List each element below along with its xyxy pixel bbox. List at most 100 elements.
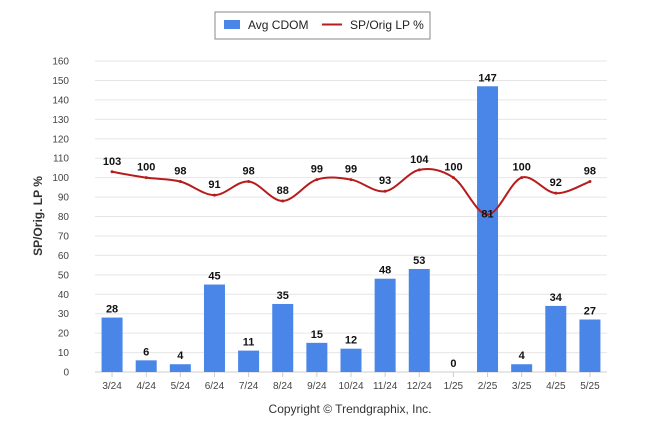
bar [579, 319, 601, 372]
bar-value-label: 147 [478, 72, 496, 84]
line-value-label: 91 [208, 179, 220, 191]
bar [238, 350, 260, 372]
y-tick-label: 30 [58, 309, 70, 320]
x-tick-label: 6/24 [205, 381, 225, 392]
line-value-label: 92 [550, 177, 562, 189]
bar-value-label: 12 [345, 335, 357, 347]
bar-value-label: 15 [311, 329, 323, 341]
line-value-label: 98 [174, 166, 186, 178]
x-tick-label: 1/25 [444, 381, 464, 392]
line-point [178, 180, 182, 184]
bar [203, 284, 225, 372]
line-value-label: 98 [242, 166, 254, 178]
line-point [588, 180, 592, 184]
line-point [451, 176, 455, 180]
bar-value-label: 48 [379, 265, 391, 277]
y-tick-label: 0 [63, 368, 69, 379]
bar [408, 268, 430, 372]
legend-bar-label: Avg CDOM [248, 18, 308, 32]
y-tick-label: 130 [52, 115, 69, 126]
line-point [417, 168, 421, 172]
line-point [281, 199, 285, 203]
bar [477, 86, 499, 373]
line-point [247, 180, 251, 184]
line-value-label: 100 [137, 162, 155, 174]
line-layer [110, 168, 592, 217]
line-point [212, 193, 216, 197]
line-value-label: 103 [103, 156, 121, 168]
bar-value-label: 0 [450, 358, 456, 370]
y-axis-label: SP/Orig. LP % [31, 176, 45, 256]
x-tick-label: 4/25 [546, 381, 566, 392]
bar-value-label: 28 [106, 304, 118, 316]
copyright: Copyright © Trendgraphix, Inc. [269, 402, 432, 416]
tick-layer: 0102030405060708090100110120130140150160… [52, 57, 600, 393]
bar [169, 364, 191, 372]
bar-layer [101, 86, 601, 373]
line-value-label: 99 [311, 164, 323, 176]
y-tick-label: 150 [52, 76, 69, 87]
line-value-label: 100 [444, 162, 462, 174]
x-tick-label: 4/24 [136, 381, 156, 392]
line-value-label: 98 [584, 166, 596, 178]
x-tick-label: 11/24 [373, 381, 398, 392]
x-tick-label: 5/24 [171, 381, 191, 392]
bar [135, 360, 157, 372]
line-value-label: 99 [345, 164, 357, 176]
bar [511, 364, 533, 372]
bar [545, 305, 567, 372]
bar-value-label: 45 [208, 271, 220, 283]
bar-value-label: 35 [277, 290, 289, 302]
label-layer: 28 6 4 45 11 35 15 12 48 53 0 147 4 34 27 103 100 98 91 98 8… [103, 72, 596, 370]
bar [306, 342, 328, 372]
line-value-label: 81 [481, 209, 493, 221]
x-tick-label: 8/24 [273, 381, 293, 392]
x-tick-label: 9/24 [307, 381, 327, 392]
y-tick-label: 120 [52, 134, 69, 145]
line-point [383, 189, 387, 193]
bar [272, 303, 294, 372]
y-tick-label: 90 [58, 193, 70, 204]
bar [374, 278, 396, 372]
line-point [349, 178, 353, 182]
y-tick-label: 50 [58, 270, 70, 281]
y-tick-label: 60 [58, 251, 70, 262]
line-point [486, 213, 490, 217]
bar [101, 317, 123, 372]
bar-value-label: 4 [177, 350, 184, 362]
bar-value-label: 4 [519, 350, 526, 362]
line-point [315, 178, 319, 182]
y-tick-label: 10 [58, 348, 70, 359]
x-tick-label: 12/24 [407, 381, 432, 392]
x-tick-label: 5/25 [580, 381, 600, 392]
y-tick-label: 160 [52, 57, 69, 68]
bar [340, 348, 362, 372]
legend-bar-swatch [224, 20, 240, 29]
x-tick-label: 7/24 [239, 381, 259, 392]
x-tick-label: 3/24 [102, 381, 122, 392]
line-value-label: 93 [379, 175, 391, 187]
y-tick-label: 80 [58, 212, 70, 223]
line-point [520, 176, 524, 180]
y-tick-label: 100 [52, 173, 69, 184]
bar-value-label: 11 [243, 337, 255, 349]
bar-value-label: 53 [413, 255, 425, 267]
y-tick-label: 140 [52, 95, 69, 106]
x-tick-label: 3/25 [512, 381, 532, 392]
line-value-label: 88 [277, 185, 289, 197]
grid-layer [95, 60, 607, 373]
line-value-label: 100 [512, 162, 530, 174]
y-tick-label: 110 [53, 154, 69, 165]
line-point [144, 176, 148, 180]
line-point [110, 170, 114, 174]
x-tick-label: 2/25 [478, 381, 498, 392]
bar-value-label: 6 [143, 346, 149, 358]
bar-value-label: 34 [550, 292, 563, 304]
x-tick-label: 10/24 [338, 381, 363, 392]
y-tick-label: 70 [58, 231, 70, 242]
line-value-label: 104 [410, 154, 429, 166]
y-tick-label: 40 [58, 290, 70, 301]
legend-line-label: SP/Orig LP % [350, 18, 424, 32]
legend: Avg CDOM SP/Orig LP % [214, 11, 431, 40]
